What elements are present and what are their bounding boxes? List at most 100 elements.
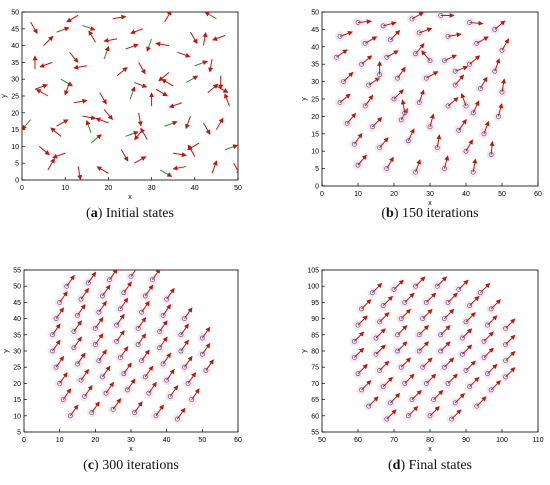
agent-point: [446, 409, 462, 425]
heading-arrow: [77, 304, 86, 316]
x-tick-label: 50: [198, 437, 206, 444]
agent-marker: [441, 316, 447, 321]
agent-marker: [384, 54, 390, 60]
agent-point: [356, 55, 373, 70]
y-tick-label: 15: [13, 397, 21, 404]
agent-marker: [139, 309, 145, 315]
agent-point: [435, 12, 455, 21]
agent-point: [486, 299, 501, 314]
heading-arrow: [480, 282, 491, 294]
agent-marker: [420, 364, 426, 370]
heading-arrow: [141, 300, 150, 313]
agent-marker: [477, 290, 483, 296]
agent-point: [396, 357, 411, 373]
agent-point: [86, 401, 100, 418]
agent-marker: [92, 325, 98, 331]
y-tick-label: 25: [311, 97, 319, 104]
agent-marker: [96, 358, 102, 364]
agent-point: [407, 12, 424, 24]
x-tick-label: 60: [354, 437, 362, 444]
agent-marker: [406, 413, 411, 419]
heading-arrow: [159, 320, 168, 332]
agent-point: [99, 92, 107, 105]
heading-arrow: [66, 14, 79, 23]
heading-arrow: [447, 373, 458, 384]
agent-marker: [441, 166, 447, 171]
agent-marker: [370, 124, 375, 130]
heading-arrow: [69, 404, 79, 417]
agent-marker: [463, 319, 469, 325]
heading-arrow: [80, 287, 90, 300]
agent-point: [104, 270, 118, 285]
heading-arrow: [52, 323, 61, 336]
heading-arrow: [159, 169, 173, 177]
agent-marker: [398, 364, 404, 370]
agent-point: [432, 276, 447, 292]
agent-halo: [111, 320, 122, 331]
agent-point: [425, 113, 435, 132]
agent-halo: [115, 303, 126, 314]
heading-arrow: [379, 137, 389, 149]
agent-point: [69, 51, 79, 63]
heading-arrow: [127, 378, 136, 391]
heading-arrow: [187, 144, 196, 157]
agent-point: [497, 78, 507, 98]
agent-marker: [53, 316, 59, 321]
agent-point: [435, 325, 451, 340]
agent-marker: [495, 114, 501, 119]
heading-arrow: [137, 112, 143, 127]
y-tick-label: 35: [11, 60, 19, 67]
agent-point: [97, 284, 111, 301]
agent-halo: [161, 294, 172, 305]
agent-marker: [160, 361, 166, 367]
heading-arrow: [368, 77, 381, 86]
agent-point: [161, 78, 174, 87]
y-tick-label: 20: [311, 114, 319, 121]
heading-arrow: [472, 100, 480, 114]
agent-point: [197, 326, 211, 344]
agent-point: [85, 119, 92, 134]
agent-point: [396, 107, 409, 125]
agent-point: [200, 359, 214, 376]
agent-point: [172, 407, 186, 425]
agent-point: [356, 380, 372, 395]
agent-marker: [182, 316, 187, 321]
heading-arrow: [173, 152, 187, 158]
heading-arrow: [404, 373, 415, 384]
y-tick-label: 15: [11, 127, 19, 134]
heading-arrow: [73, 320, 82, 332]
agent-marker: [57, 300, 63, 305]
heading-arrow: [103, 109, 113, 121]
heading-arrow: [94, 316, 104, 329]
agent-point: [177, 51, 191, 58]
agent-point: [500, 334, 516, 350]
heading-arrow: [137, 333, 147, 345]
agent-point: [165, 385, 179, 402]
y-tick-label: 30: [11, 77, 19, 84]
agent-point: [371, 344, 386, 360]
heading-arrow: [418, 325, 429, 336]
agent-marker: [402, 381, 408, 386]
agent-point: [82, 115, 97, 121]
heading-arrow: [56, 26, 70, 33]
heading-arrow: [77, 352, 86, 365]
agent-point: [147, 270, 161, 285]
agent-point: [479, 120, 490, 139]
heading-arrow: [162, 352, 172, 365]
agent-marker: [50, 332, 55, 338]
panel-caption-a: (a) Initial states: [86, 206, 174, 221]
agent-point: [125, 43, 139, 50]
heading-arrow: [233, 162, 238, 176]
agent-point: [439, 357, 455, 373]
x-tick-label: 10: [61, 185, 69, 192]
agent-marker: [423, 381, 429, 386]
heading-arrow: [390, 30, 401, 41]
agent-point: [173, 152, 187, 158]
agent-point: [461, 360, 476, 376]
heading-arrow: [103, 37, 118, 43]
y-tick-label: 45: [311, 27, 319, 34]
agent-point: [175, 323, 189, 340]
agent-halo: [403, 135, 414, 146]
heading-arrow: [400, 107, 409, 121]
agent-marker: [135, 342, 141, 347]
